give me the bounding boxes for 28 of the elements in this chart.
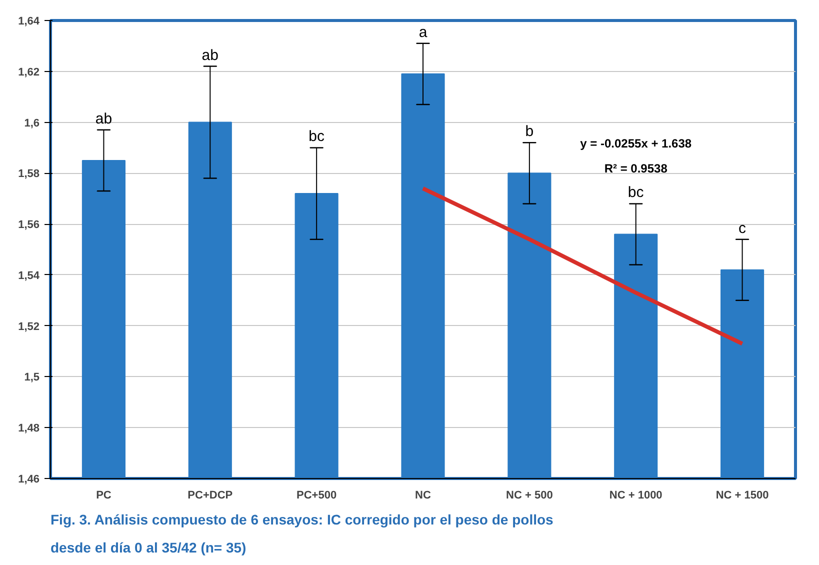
x-tick-label: NC + 1000 — [609, 490, 662, 502]
annotation: bc — [308, 128, 325, 146]
annotation: y = -0.0255x + 1.638 — [580, 136, 692, 150]
annotation: c — [738, 220, 747, 237]
x-tick-label: PC+500 — [296, 490, 337, 502]
y-tick-label: 1,48 — [18, 422, 40, 435]
x-tick-label: PC+DCP — [188, 490, 233, 502]
annotation: ab — [95, 110, 112, 128]
line-series — [421, 186, 744, 346]
x-tick-label: PC — [96, 490, 112, 502]
x-tick-label: NC + 1500 — [716, 490, 769, 502]
caption: Fig. 3. Análisis compuesto de 6 ensayos: IC corregido por el peso de pollos desde el día 0 al 35/42 (n= 35) — [50, 512, 554, 556]
annotation: b — [525, 123, 534, 140]
x-tick-label: NC + 500 — [506, 490, 553, 502]
x-tick-label: NC — [415, 490, 431, 502]
y-tick-label: 1,5 — [24, 372, 40, 384]
y-tick-label: 1,46 — [18, 474, 40, 486]
annotation: bc — [628, 184, 644, 202]
y-tick-label: 1,6 — [24, 117, 40, 130]
y-tick-label: 1,64 — [18, 16, 40, 28]
y-tick-label: 1,56 — [18, 219, 40, 232]
y-tick-label: 1,54 — [18, 270, 40, 282]
y-tick-label: 1,52 — [18, 320, 40, 333]
y-tick-label: 1,62 — [18, 66, 40, 78]
annotation: R² = 0.9538 — [604, 162, 668, 176]
annotation: a — [418, 24, 428, 41]
y-tick-label: 1,58 — [18, 168, 40, 180]
annotation: ab — [202, 46, 218, 64]
